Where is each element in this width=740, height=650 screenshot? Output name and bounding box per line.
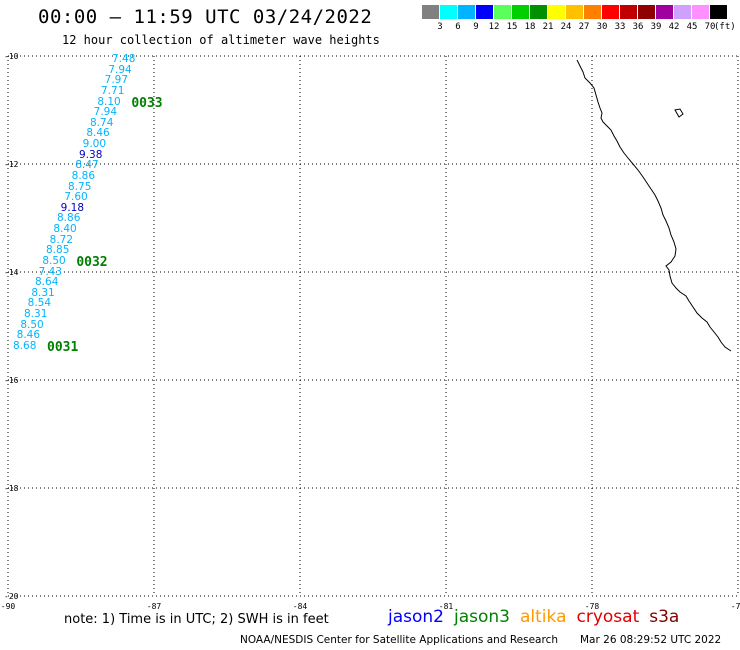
wave-height-label: 8.31 (31, 286, 55, 299)
lat-lon-grid (7, 55, 739, 597)
latitude-label: -20 (4, 592, 19, 601)
colorbar-swatch (638, 5, 655, 19)
pass-time-label: 0031 (47, 340, 79, 355)
longitude-label: -84 (292, 602, 308, 611)
colorbar-swatch (674, 5, 691, 19)
wave-height-label: 8.40 (53, 223, 77, 236)
colorbar-swatch (440, 5, 457, 19)
colorbar-swatch (692, 5, 709, 19)
wave-height-label: 7.43 (38, 265, 63, 278)
wave-height-label: 9.38 (79, 148, 103, 161)
latitude-label: -14 (4, 268, 19, 277)
page-subtitle: 12 hour collection of altimeter wave hei… (62, 33, 380, 47)
colorbar-swatch (656, 5, 673, 19)
wave-height-label: 7.94 (108, 63, 132, 76)
wave-height-label: 7.71 (101, 84, 125, 97)
wave-height-label: 8.50 (20, 318, 44, 331)
pass-time-label: 0033 (131, 95, 163, 111)
colorbar-swatch (548, 5, 565, 19)
pass-time-label: 0032 (76, 254, 108, 270)
wave-height-label: 8.46 (86, 127, 110, 140)
colorbar-tick-label: 36 (632, 22, 644, 32)
colorbar-tick-label: 70 (704, 22, 716, 32)
colorbar-tick-label: 15 (506, 22, 518, 32)
colorbar-swatch (620, 5, 637, 19)
legend-item: cryosat (576, 607, 640, 627)
colorbar-tick-label: 33 (614, 22, 626, 32)
colorbar-tick-label: 30 (596, 22, 608, 32)
island-outline (674, 108, 684, 118)
colorbar-swatch (458, 5, 475, 19)
colorbar-tick-label: 9 (473, 22, 479, 32)
colorbar-swatch (476, 5, 493, 19)
wave-height-label: 7.97 (104, 74, 129, 87)
wave-height-label: 8.74 (90, 116, 114, 129)
colorbar-swatch (530, 5, 547, 19)
wave-height-label: 7.60 (64, 191, 88, 204)
colorbar-tick-label: 12 (488, 22, 500, 32)
legend-item: jason2 (388, 607, 444, 627)
latitude-label: -16 (4, 376, 19, 385)
units-note: note: 1) Time is in UTC; 2) SWH is in fe… (64, 612, 329, 627)
longitude-label: -78 (584, 602, 600, 611)
colorbar-tick-label: 27 (578, 22, 590, 32)
legend-item: jason3 (454, 607, 510, 627)
page-title: 00:00 – 11:59 UTC 03/24/2022 (38, 6, 373, 28)
wave-height-label: 7.94 (93, 106, 118, 119)
colorbar-unit: (ft) (714, 22, 736, 32)
wave-height-label: 8.50 (42, 254, 66, 267)
colorbar-swatch (422, 5, 439, 19)
colorbar-swatch (512, 5, 529, 19)
colorbar-tick-label: 45 (686, 22, 698, 32)
wave-height-label: 8.10 (97, 95, 121, 108)
colorbar-swatch (494, 5, 511, 19)
longitude-label: -81 (438, 602, 454, 611)
wave-height-label: 7.48 (112, 53, 136, 65)
colorbar-swatch (602, 5, 619, 19)
wave-height-label: 8.46 (16, 329, 41, 342)
wave-height-label: 9.18 (60, 201, 85, 214)
generated-timestamp: Mar 26 08:29:52 UTC 2022 (580, 634, 722, 646)
longitude-label: -75 (730, 602, 740, 611)
wave-height-label: 8.86 (57, 212, 81, 225)
wave-height-label: 8.54 (27, 297, 52, 310)
colorbar-tick-label: 24 (560, 22, 572, 32)
colorbar-swatch (584, 5, 601, 19)
longitude-label: -90 (0, 602, 16, 611)
coastline (576, 59, 732, 352)
wave-height-label: 8.47 (75, 159, 99, 172)
colorbar-tick-label: 3 (437, 22, 443, 32)
longitude-label: -87 (146, 602, 162, 611)
satellite-legend: jason2 jason3 altika cryosat s3a (388, 607, 689, 627)
latitude-label: -10 (4, 52, 19, 61)
colorbar-tick-label: 18 (524, 22, 536, 32)
legend-item: altika (520, 607, 567, 627)
wave-height-label: 8.75 (68, 180, 92, 193)
latitude-label: -18 (4, 484, 19, 493)
wave-height-label: 8.72 (49, 233, 74, 246)
colorbar-swatch (566, 5, 583, 19)
credit-text: NOAA/NESDIS Center for Satellite Applica… (240, 634, 558, 646)
legend-item: s3a (649, 607, 680, 627)
colorbar-tick-label: 42 (668, 22, 680, 32)
wave-height-label: 9.00 (82, 138, 107, 151)
wave-height-label: 8.86 (71, 169, 96, 182)
wave-height-label: 8.31 (24, 308, 48, 321)
colorbar-tick-label: 6 (455, 22, 461, 32)
wave-height-label: 8.68 (13, 340, 37, 352)
wave-height-label: 8.64 (35, 276, 59, 289)
colorbar-tick-label: 39 (650, 22, 662, 32)
colorbar-tick-label: 21 (542, 22, 554, 32)
wave-height-label: 8.85 (46, 244, 70, 257)
colorbar-swatch (710, 5, 727, 19)
latitude-label: -12 (4, 160, 19, 169)
